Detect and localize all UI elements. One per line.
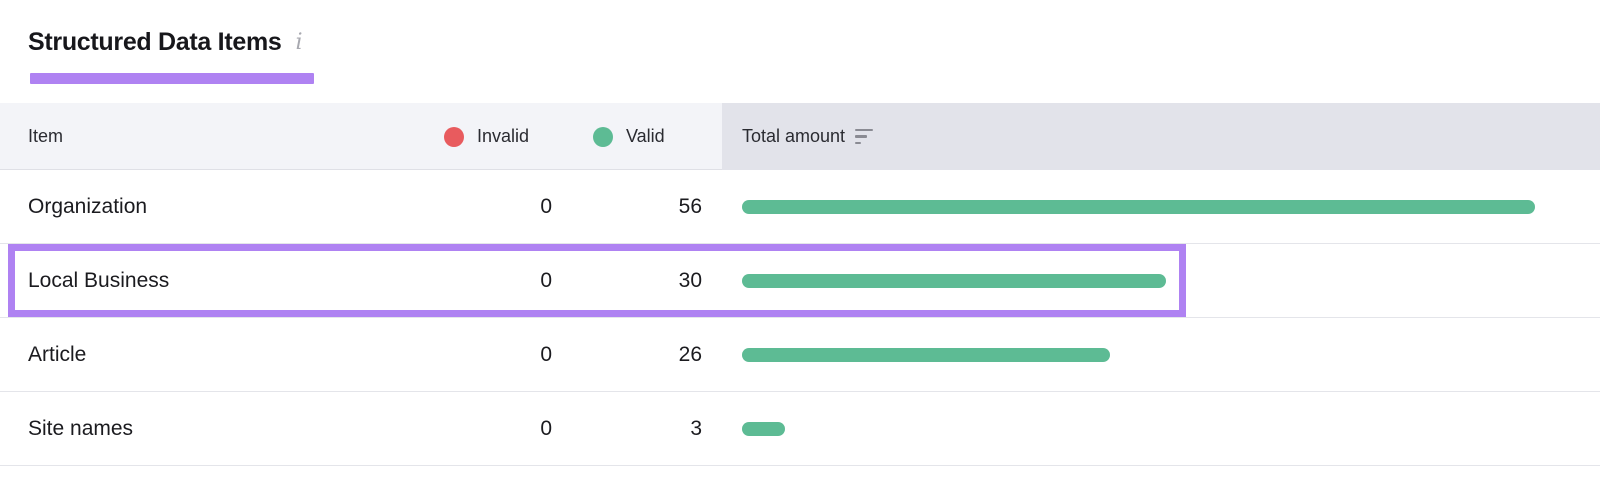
info-icon[interactable]: i <box>295 29 303 55</box>
column-header-invalid-label: Invalid <box>477 126 530 146</box>
row-item-name: Local Business <box>28 268 170 292</box>
table-row[interactable]: Local Business 0 30 <box>0 244 1600 318</box>
row-invalid-count: 0 <box>540 416 552 440</box>
sort-descending-icon[interactable] <box>855 128 874 145</box>
title-highlight-underline <box>30 73 314 84</box>
row-total-bar <box>742 421 785 436</box>
row-valid-count: 3 <box>690 416 702 440</box>
widget-header: Structured Data Items i <box>28 28 303 57</box>
table-row[interactable]: Site names 0 3 <box>0 392 1600 466</box>
table-row[interactable]: Article 0 26 <box>0 318 1600 392</box>
column-header-valid: Valid <box>593 103 665 170</box>
row-valid-count: 56 <box>678 194 702 218</box>
column-header-valid-label: Valid <box>626 126 665 146</box>
row-invalid-count: 0 <box>540 342 552 366</box>
column-header-total-label: Total amount <box>742 126 846 146</box>
widget-title: Structured Data Items <box>28 28 282 56</box>
row-total-bar <box>742 273 1166 288</box>
column-header-item-label: Item <box>28 126 64 146</box>
table-header: Item Invalid Valid Total amount <box>0 103 1600 170</box>
column-header-item: Item <box>28 103 63 170</box>
row-valid-count: 30 <box>678 268 702 292</box>
row-total-bar <box>742 347 1110 362</box>
row-item-name: Site names <box>28 416 134 440</box>
invalid-legend-dot-icon <box>444 126 464 147</box>
table-row[interactable]: Organization 0 56 <box>0 170 1600 244</box>
row-item-name: Organization <box>28 194 148 218</box>
valid-legend-dot-icon <box>593 126 613 147</box>
row-total-bar <box>742 199 1535 214</box>
row-valid-count: 26 <box>678 342 702 366</box>
row-invalid-count: 0 <box>540 268 552 292</box>
row-invalid-count: 0 <box>540 194 552 218</box>
column-header-total-amount[interactable]: Total amount <box>722 103 1600 170</box>
structured-data-table: Item Invalid Valid Total amount Organiza… <box>0 103 1600 466</box>
column-header-invalid: Invalid <box>444 103 529 170</box>
row-item-name: Article <box>28 342 87 366</box>
